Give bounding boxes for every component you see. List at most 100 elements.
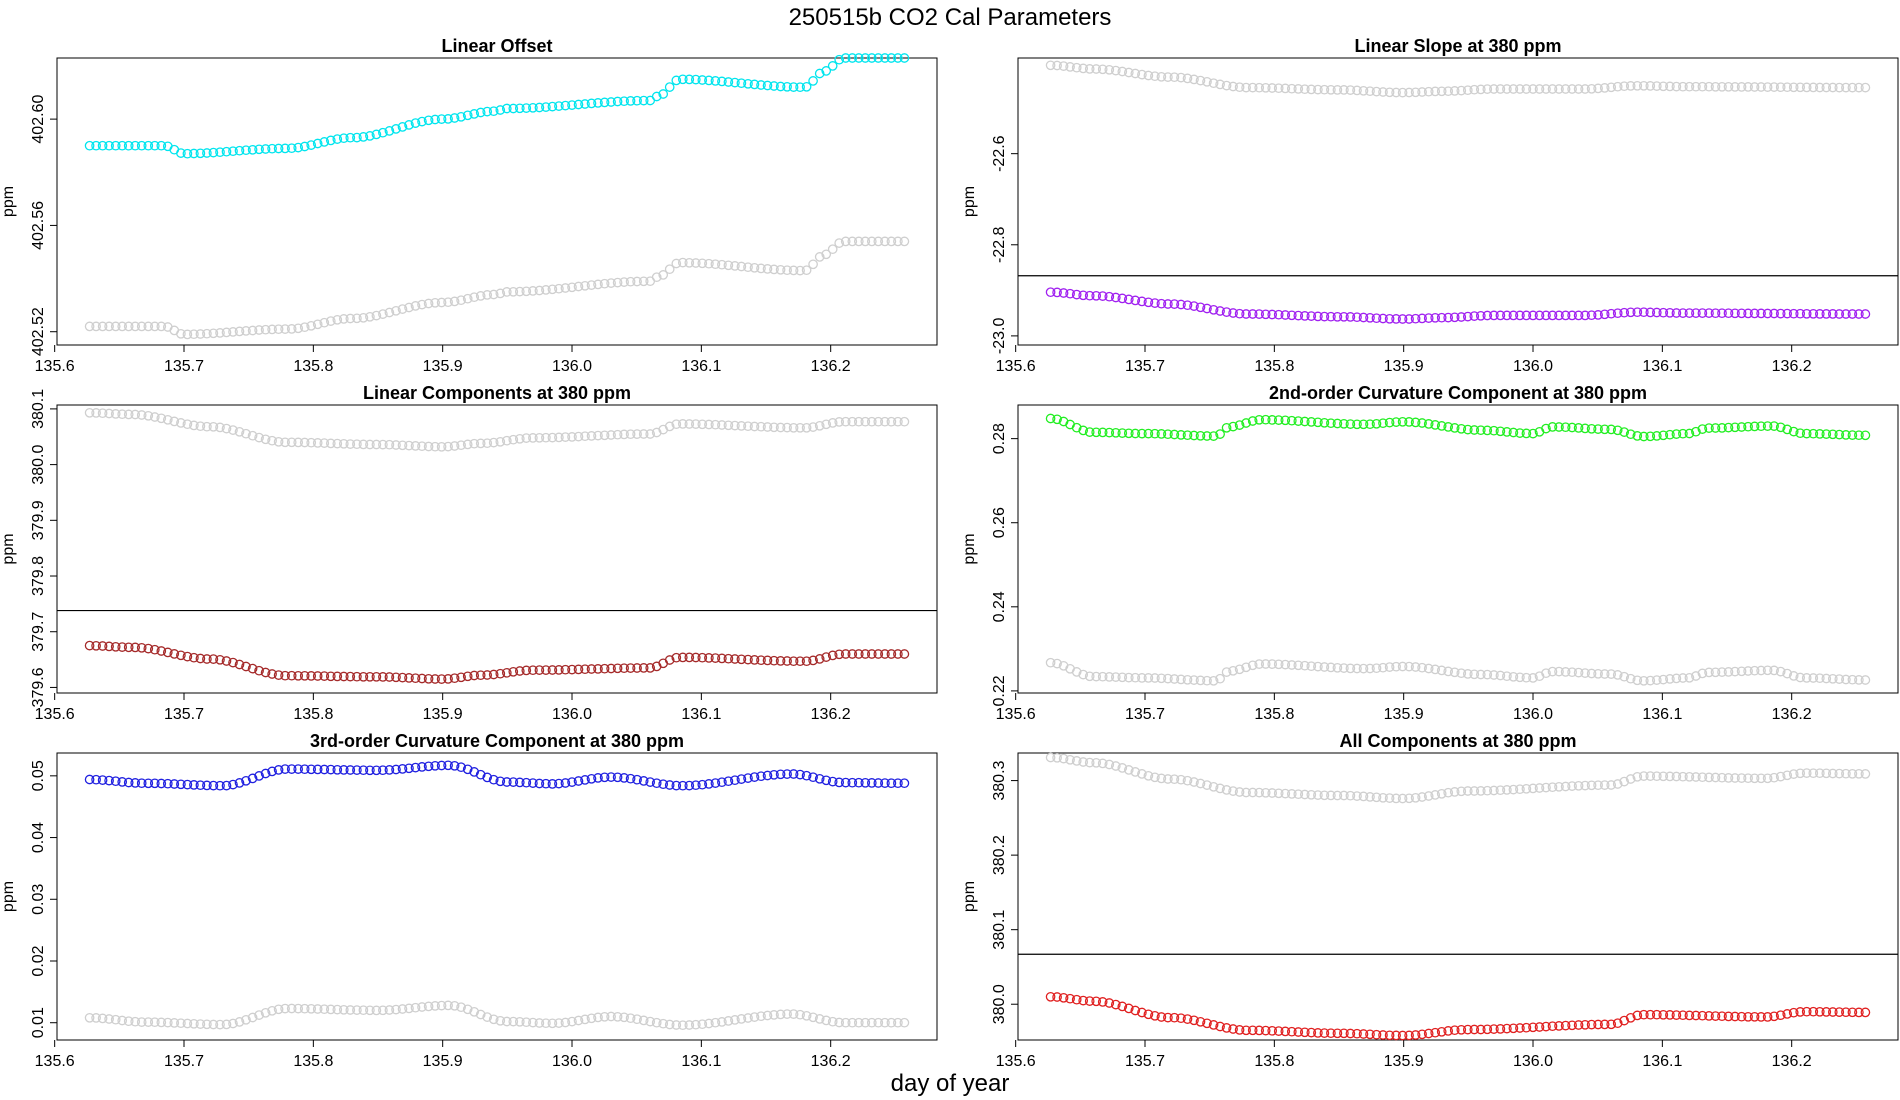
data-point xyxy=(567,100,577,110)
data-point xyxy=(384,672,395,682)
data-point xyxy=(1410,417,1421,428)
data-point xyxy=(1110,427,1121,438)
series-primary xyxy=(1045,413,1871,442)
data-point xyxy=(1078,757,1089,767)
data-point xyxy=(1436,421,1447,431)
data-point xyxy=(1130,672,1141,683)
x-tick-label: 135.8 xyxy=(293,706,333,723)
data-point xyxy=(1762,308,1773,319)
data-point xyxy=(671,75,682,86)
data-point xyxy=(1775,1010,1786,1021)
data-point xyxy=(430,1001,440,1011)
data-point xyxy=(1449,312,1460,323)
data-point xyxy=(1234,420,1245,430)
data-point xyxy=(1814,768,1825,779)
data-point xyxy=(1743,308,1753,319)
data-point xyxy=(1286,789,1297,799)
data-point xyxy=(697,1019,708,1030)
data-point xyxy=(514,286,525,297)
data-point xyxy=(1071,994,1082,1005)
data-point xyxy=(664,780,675,790)
data-point xyxy=(1560,1020,1571,1031)
data-point xyxy=(1156,429,1167,439)
data-point xyxy=(1775,308,1786,319)
data-point xyxy=(1717,1011,1727,1022)
series-primary xyxy=(1045,991,1871,1041)
data-point xyxy=(254,665,264,676)
data-point xyxy=(1352,791,1362,801)
data-point xyxy=(1299,660,1310,671)
x-tick-label: 135.7 xyxy=(164,358,204,375)
data-point xyxy=(1795,672,1806,683)
data-point xyxy=(1391,1030,1401,1041)
panel-frame xyxy=(1017,404,1899,694)
data-point xyxy=(762,1010,773,1021)
x-tick-label: 136.1 xyxy=(1642,1053,1682,1070)
data-point xyxy=(228,1018,238,1029)
data-point xyxy=(697,652,708,663)
data-point xyxy=(1638,675,1649,686)
data-point xyxy=(541,102,551,112)
data-point xyxy=(1599,669,1610,679)
data-point xyxy=(430,441,440,452)
data-point xyxy=(866,416,877,427)
data-point xyxy=(586,664,597,674)
data-point xyxy=(1169,72,1180,83)
data-point xyxy=(860,1017,871,1028)
data-point xyxy=(1449,423,1460,433)
x-tick-label: 135.7 xyxy=(164,1053,204,1070)
data-point xyxy=(443,1000,453,1011)
data-point xyxy=(508,286,519,297)
data-point xyxy=(1821,1007,1832,1017)
data-point xyxy=(1697,1010,1708,1021)
data-point xyxy=(1293,1027,1304,1037)
data-point xyxy=(1123,672,1134,683)
data-point xyxy=(1104,672,1115,682)
data-point xyxy=(638,663,649,673)
data-point xyxy=(1084,757,1095,768)
y-tick-label: 379.8 xyxy=(30,556,47,596)
data-point xyxy=(1195,1016,1206,1027)
data-point xyxy=(1560,781,1571,792)
data-point xyxy=(241,661,251,672)
data-point xyxy=(1104,427,1115,438)
data-point xyxy=(1612,425,1623,436)
data-point xyxy=(202,780,212,791)
data-point xyxy=(1651,1009,1662,1020)
data-point xyxy=(469,767,480,777)
data-point xyxy=(1801,673,1812,683)
data-point xyxy=(547,665,558,675)
data-point xyxy=(880,236,890,247)
data-point xyxy=(827,61,838,71)
data-point xyxy=(834,54,845,65)
data-point xyxy=(1475,310,1486,321)
data-point xyxy=(1749,421,1760,432)
data-point xyxy=(1215,429,1225,439)
x-tick-label: 135.9 xyxy=(423,1053,463,1070)
data-point xyxy=(1691,671,1701,681)
data-point xyxy=(756,655,766,666)
data-point xyxy=(91,408,101,418)
x-tick-label: 136.2 xyxy=(1772,358,1812,375)
data-point xyxy=(795,656,805,667)
data-point xyxy=(1234,1025,1245,1035)
data-point xyxy=(241,326,251,336)
data-point xyxy=(123,777,134,788)
data-point xyxy=(1775,82,1786,93)
data-point xyxy=(306,1003,317,1014)
data-point xyxy=(371,671,382,682)
data-point xyxy=(110,1014,121,1025)
y-tick-label: 380.1 xyxy=(30,389,47,429)
data-point xyxy=(423,298,434,309)
data-point xyxy=(821,419,832,430)
panel-5: 3rd-order Curvature Component at 380 ppm… xyxy=(0,731,938,1070)
data-point xyxy=(312,438,323,448)
data-point xyxy=(182,779,193,790)
data-point xyxy=(554,101,564,111)
data-point xyxy=(365,765,375,776)
data-point xyxy=(1215,783,1225,794)
data-point xyxy=(1345,1028,1356,1039)
data-point xyxy=(1299,1027,1310,1038)
data-point xyxy=(1651,307,1662,318)
data-point xyxy=(410,673,421,684)
